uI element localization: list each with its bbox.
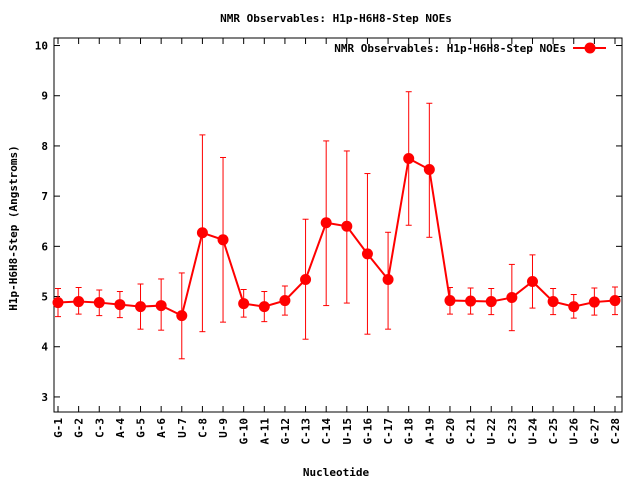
data-point	[423, 164, 435, 176]
data-point	[485, 296, 497, 308]
data-point	[568, 301, 580, 313]
data-point	[444, 295, 456, 307]
data-point	[155, 300, 167, 312]
x-tick-label: U-26	[568, 418, 581, 445]
y-axis-ticks: 3 4 5 6 7 8 9 10	[35, 40, 622, 404]
x-tick-label: G-10	[238, 418, 251, 445]
data-point	[52, 297, 64, 309]
data-point	[382, 273, 394, 285]
chart-title: NMR Observables: H1p-H6H8-Step NOEs	[220, 12, 452, 25]
x-axis-ticks: G-1 G-2 C-3 A-4 G-5 A-6 U-7 C-8 U-9 G-10 A-11 G-12 C…	[52, 38, 622, 445]
data-point	[526, 275, 538, 287]
data-point	[176, 310, 188, 322]
data-point	[320, 217, 332, 229]
legend: NMR Observables: H1p-H6H8-Step NOEs	[334, 42, 606, 55]
data-point	[361, 248, 373, 260]
data-point	[341, 220, 353, 232]
x-tick-label: C-21	[465, 418, 478, 445]
data-point	[609, 295, 621, 307]
x-tick-label: U-22	[485, 418, 498, 445]
x-tick-label: A-6	[155, 418, 168, 438]
x-tick-label: G-27	[588, 418, 601, 445]
x-tick-label: U-15	[341, 418, 354, 445]
x-tick-label: G-2	[73, 418, 86, 438]
series-line	[57, 156, 616, 318]
data-point	[403, 152, 415, 164]
y-tick-label: 5	[41, 291, 48, 304]
data-point	[114, 299, 126, 311]
data-points	[52, 152, 621, 322]
x-tick-label: U-7	[176, 418, 189, 438]
x-tick-label: G-16	[361, 418, 374, 445]
legend-label: NMR Observables: H1p-H6H8-Step NOEs	[334, 42, 566, 55]
data-point	[300, 273, 312, 285]
plot-frame	[53, 37, 623, 413]
x-axis-label: Nucleotide	[303, 466, 370, 479]
data-point	[73, 296, 85, 308]
x-tick-label: U-9	[217, 418, 230, 438]
data-point	[506, 292, 518, 304]
y-tick-label: 9	[41, 90, 48, 103]
data-point	[217, 234, 229, 246]
x-tick-label: A-19	[423, 418, 436, 445]
x-tick-label: G-20	[444, 418, 457, 445]
data-point	[196, 227, 208, 239]
x-tick-label: C-25	[547, 418, 560, 445]
data-point	[135, 301, 147, 313]
x-tick-label: G-5	[135, 418, 148, 438]
y-tick-label: 3	[41, 391, 48, 404]
data-point	[465, 295, 477, 307]
y-tick-label: 10	[35, 40, 48, 53]
x-tick-label: A-4	[114, 418, 127, 438]
x-tick-label: G-18	[403, 418, 416, 445]
x-tick-label: G-1	[52, 418, 65, 438]
x-tick-label: C-8	[196, 418, 209, 438]
x-tick-label: C-14	[320, 418, 333, 445]
data-point	[279, 295, 291, 307]
x-tick-label: A-11	[258, 418, 271, 445]
data-point	[93, 297, 105, 309]
legend-marker	[584, 42, 596, 54]
y-axis-label: H1p-H6H8-Step (Angstroms)	[7, 145, 20, 311]
data-point	[547, 296, 559, 308]
data-point	[588, 296, 600, 308]
y-tick-label: 7	[41, 190, 48, 203]
x-tick-label: C-28	[609, 418, 622, 445]
y-tick-label: 6	[41, 240, 48, 253]
x-tick-label: U-24	[526, 418, 539, 445]
data-point	[238, 298, 250, 310]
x-tick-label: C-3	[93, 418, 106, 438]
y-tick-label: 8	[41, 140, 48, 153]
x-tick-label: C-23	[506, 418, 519, 445]
x-tick-label: G-12	[279, 418, 292, 445]
y-tick-label: 4	[41, 341, 48, 354]
x-tick-label: C-13	[300, 418, 313, 445]
x-tick-label: C-17	[382, 418, 395, 445]
data-point	[258, 301, 270, 313]
